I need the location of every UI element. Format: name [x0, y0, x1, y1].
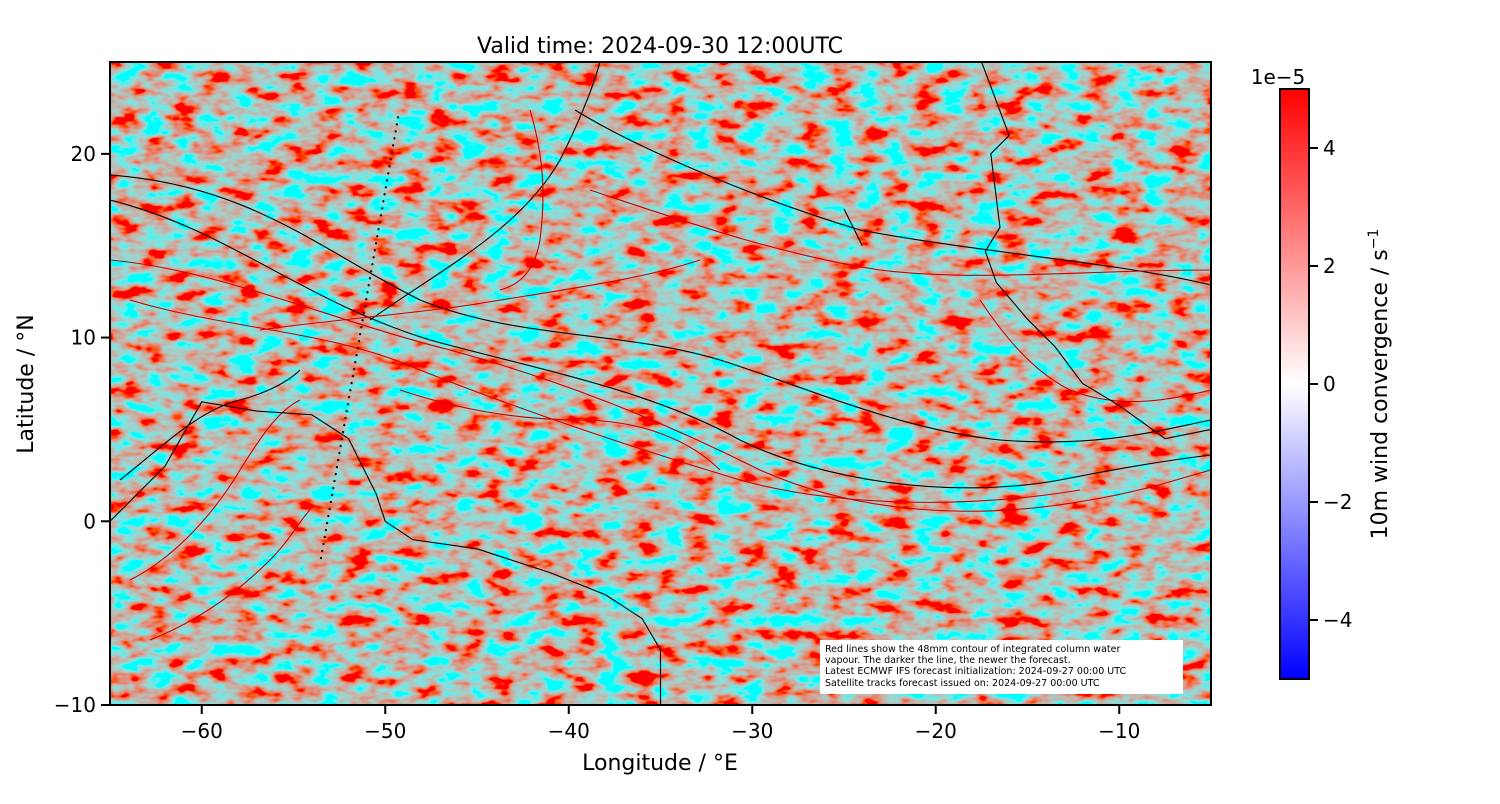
coastline-south-america	[110, 401, 662, 705]
annotation-box: Red lines show the 48mm contour of integ…	[820, 640, 1183, 694]
colorbar-scale: 1e−5	[1251, 65, 1306, 89]
map-title: Valid time: 2024-09-30 12:00UTC	[477, 34, 843, 59]
x-tick-label: −50	[364, 719, 406, 743]
annotation-line-4: Satellite tracks forecast issued on: 202…	[825, 678, 1100, 689]
water-vapour-contour	[110, 174, 1211, 443]
coastline-africa	[981, 62, 1211, 440]
annotation-line-1: Red lines show the 48mm contour of integ…	[825, 644, 1120, 655]
colorbar-label-base: 10m wind convergence / s	[1368, 249, 1393, 539]
colorbar-tick-label: 2	[1323, 254, 1336, 278]
water-vapour-contour	[574, 109, 1211, 286]
coastlines	[110, 62, 1211, 705]
colorbar-label-exponent: −1	[1366, 229, 1382, 250]
wind-convergence-field	[110, 62, 1211, 705]
x-axis-label: Longitude / °E	[582, 751, 738, 776]
y-tick-label: 0	[83, 509, 96, 533]
x-tick-label: −30	[731, 719, 773, 743]
colorbar-label: 10m wind convergence / s−1	[1366, 229, 1393, 540]
water-vapour-contour	[369, 62, 601, 321]
water-vapour-contour	[589, 189, 1211, 276]
y-tick-label: 20	[71, 142, 96, 166]
x-tick-label: −40	[548, 719, 590, 743]
water-vapour-contour	[979, 299, 1211, 403]
annotation-line-2: vapour. The darker the line, the newer t…	[825, 655, 1071, 666]
water-vapour-contours	[110, 62, 1211, 641]
colorbar-tick-label: 4	[1323, 136, 1336, 160]
water-vapour-contour	[149, 509, 311, 641]
y-axis-ticks: −10 0 10 20	[54, 142, 110, 717]
y-tick-label: −10	[54, 693, 96, 717]
water-vapour-contour	[399, 389, 721, 471]
x-tick-label: −20	[915, 719, 957, 743]
y-axis-label: Latitude / °N	[14, 314, 39, 453]
annotation-line-3: Latest ECMWF IFS forecast initialization…	[825, 666, 1126, 677]
annotation-background	[820, 640, 1183, 694]
colorbar-ticks: −4 −2 0 2 4	[1309, 136, 1352, 632]
x-tick-label: −10	[1098, 719, 1140, 743]
water-vapour-contour	[119, 369, 301, 481]
water-vapour-contour	[110, 199, 1211, 489]
water-vapour-contour	[129, 399, 301, 581]
water-vapour-contour	[110, 259, 1211, 512]
colorbar: 1e−5 −4 −2 0 2 4 10m wind convergence / s−1	[1251, 65, 1393, 680]
colorbar-gradient	[1279, 88, 1310, 680]
colorbar-tick-label: −2	[1323, 490, 1352, 514]
colorbar-tick-label: −4	[1323, 608, 1352, 632]
colorbar-tick-label: 0	[1323, 372, 1336, 396]
map-area	[110, 62, 1211, 705]
water-vapour-contour	[499, 109, 544, 291]
water-vapour-contour	[259, 259, 701, 331]
x-axis-ticks: −60 −50 −40 −30 −20 −10	[181, 705, 1140, 743]
map-frame	[109, 61, 1212, 706]
coastline-cape-verde	[843, 208, 863, 246]
water-vapour-contour	[129, 299, 1081, 503]
y-tick-label: 10	[71, 326, 96, 350]
x-tick-label: −60	[181, 719, 223, 743]
